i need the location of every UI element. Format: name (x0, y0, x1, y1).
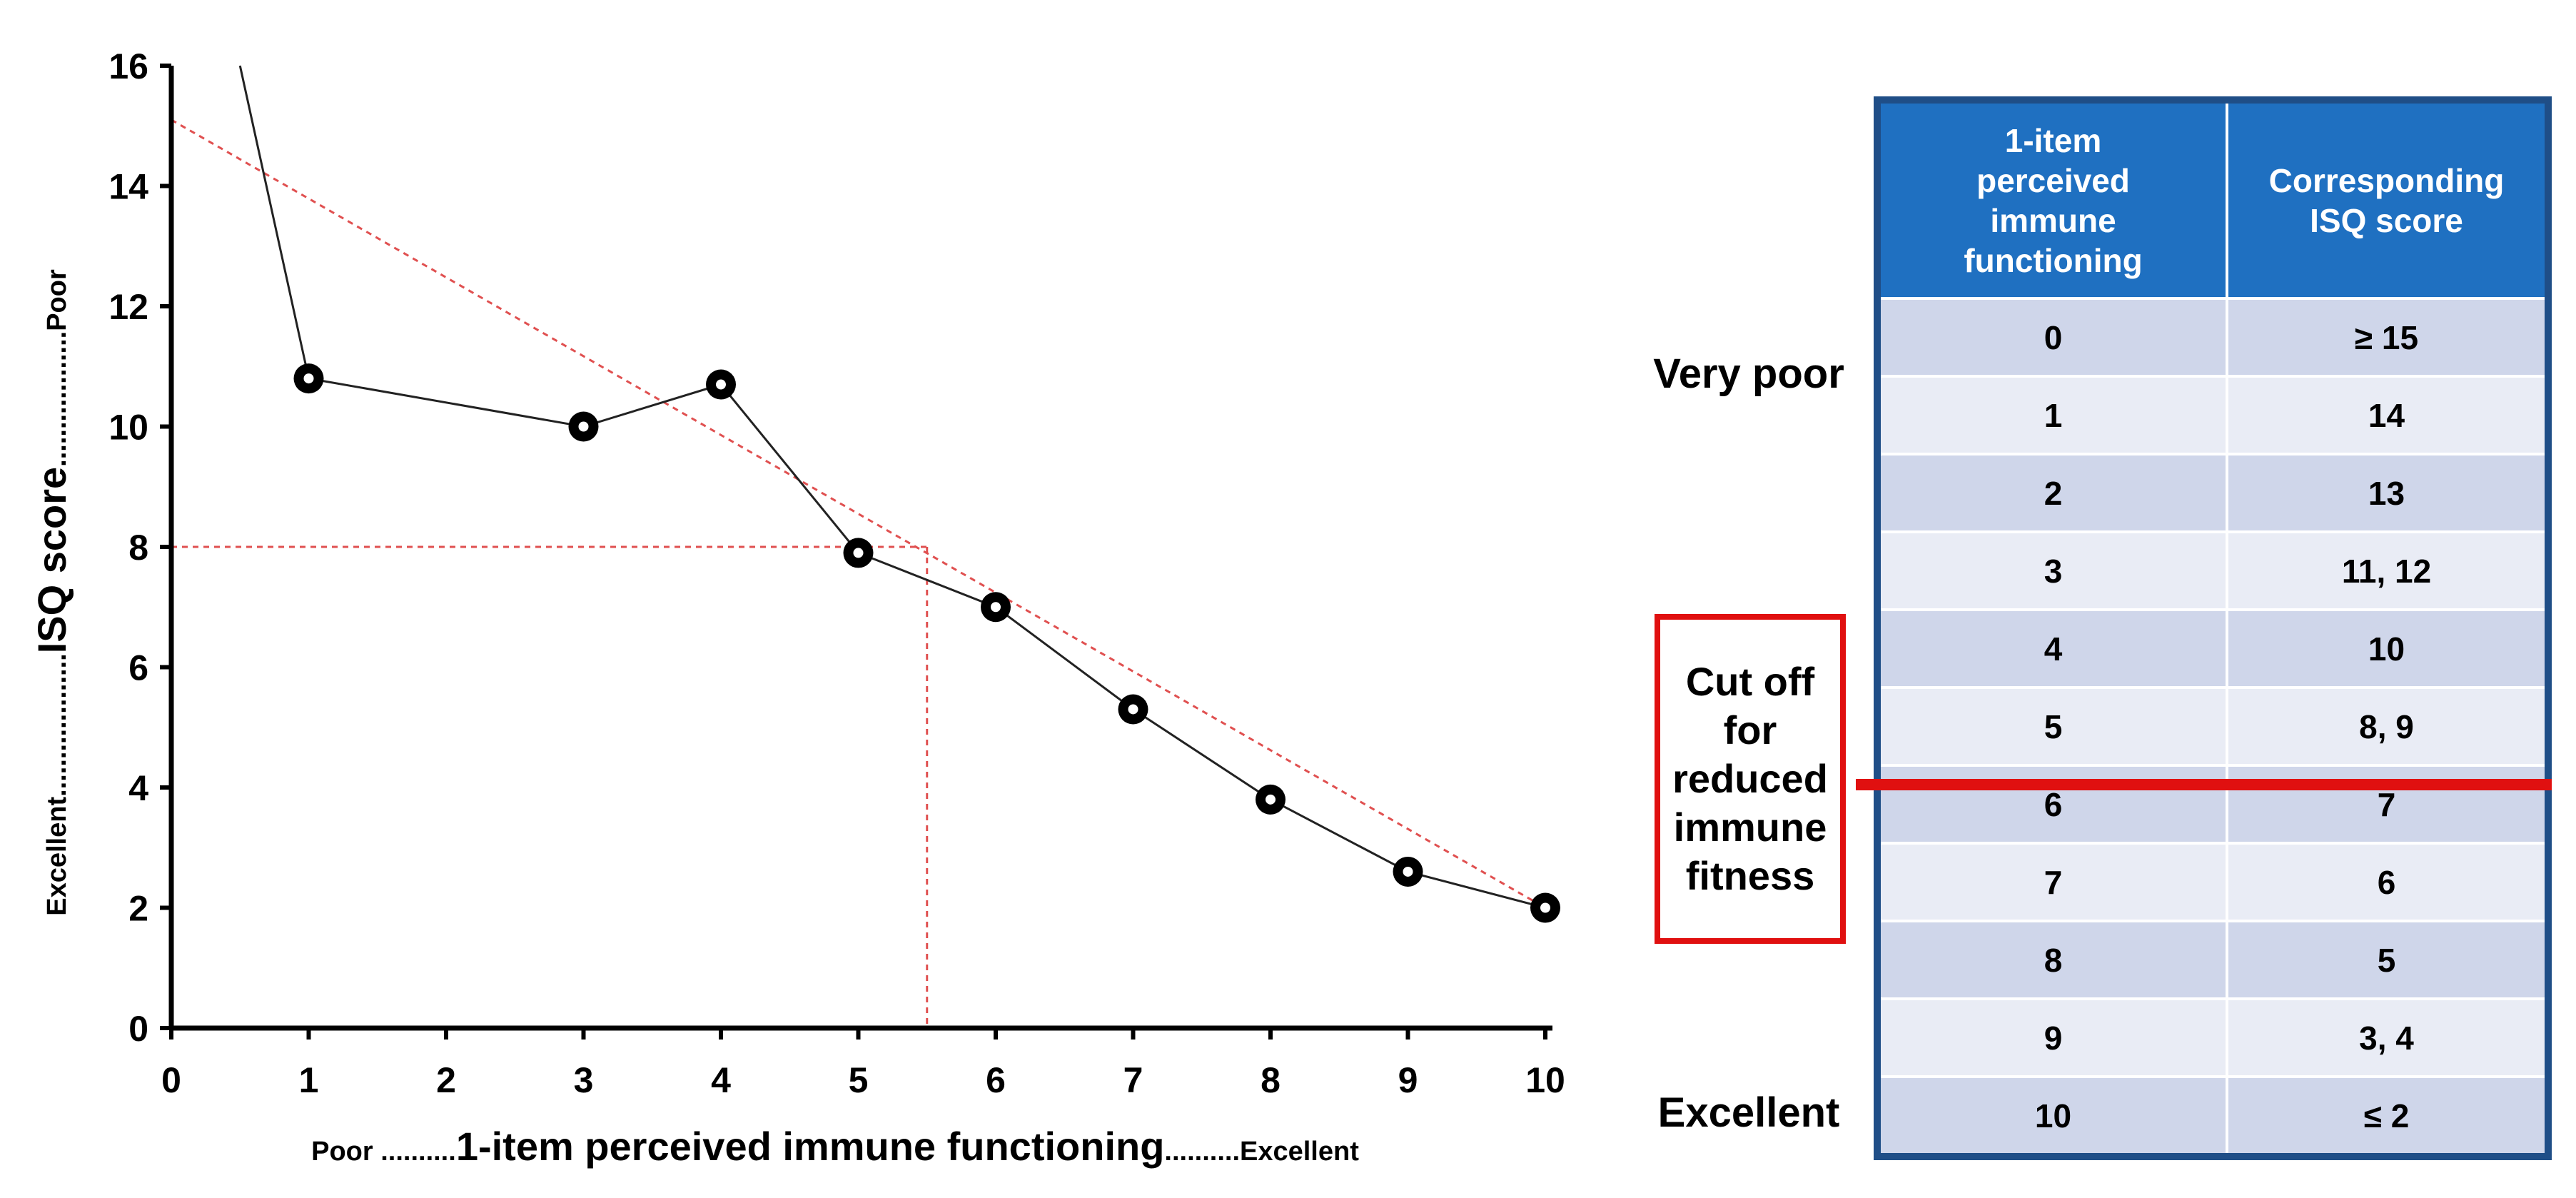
table-row: 2 13 (1877, 453, 2548, 532)
label-excellent: Excellent (1657, 1089, 1840, 1136)
data-point-center-1 (303, 373, 314, 384)
cell-isq: 14 (2227, 375, 2548, 454)
header1-line-1: 1-item (2004, 121, 2102, 159)
series-layer (238, 65, 1560, 923)
cell-functioning: 3 (1877, 530, 2228, 610)
cell-isq: 5 (2227, 920, 2548, 999)
cell-isq: 7 (2227, 764, 2548, 843)
data-point-center-6 (991, 602, 1001, 613)
table-row: 1 14 (1877, 375, 2548, 454)
x-axis-title-main: 1-item perceived immune functioning (456, 1124, 1165, 1169)
header-corresponding-isq-score: Corresponding ISQ score (2227, 100, 2548, 298)
cutoff-line-5: fitness (1685, 853, 1815, 898)
table-row: 4 10 (1877, 608, 2548, 688)
y-axis-title-bottom: Excellent................... (42, 653, 72, 915)
table-row: 0 ≥ 15 (1877, 297, 2548, 376)
y-axis-title-main: ISQ score (29, 467, 74, 653)
isq-lookup-table: 1-item perceived immune functioning Corr… (1874, 96, 2552, 1160)
x-axis-title: Poor ..........1-item perceived immune f… (311, 1124, 1359, 1169)
cell-functioning: 6 (1877, 764, 2228, 843)
cell-functioning: 2 (1877, 453, 2228, 532)
cutoff-line-4: immune (1673, 805, 1827, 850)
header1-line-3: immune (1990, 201, 2116, 239)
cell-functioning: 4 (1877, 608, 2228, 688)
header-perceived-immune-functioning: 1-item perceived immune functioning (1877, 100, 2228, 298)
data-point-center-3 (578, 421, 589, 432)
y-tick-label-4: 4 (128, 768, 148, 808)
cell-functioning: 9 (1877, 997, 2228, 1077)
cell-isq: ≤ 2 (2227, 1075, 2548, 1157)
x-tick-label-2: 2 (436, 1060, 456, 1100)
cutoff-line-1: Cut off (1685, 659, 1815, 704)
y-axis-title: Excellent...................ISQ score...… (29, 269, 74, 916)
data-point-center-4 (716, 379, 726, 390)
cell-isq: 13 (2227, 453, 2548, 532)
cell-functioning: 0 (1877, 297, 2228, 376)
data-point-center-7 (1128, 704, 1138, 715)
y-tick-label-6: 6 (128, 648, 148, 688)
cell-functioning: 7 (1877, 842, 2228, 921)
y-tick-label-12: 12 (108, 287, 148, 327)
table-row: 3 11, 12 (1877, 530, 2548, 610)
cell-functioning: 5 (1877, 686, 2228, 765)
data-point-center-5 (853, 548, 864, 558)
cell-isq: 8, 9 (2227, 686, 2548, 765)
cutoff-box: Cut off for reduced immune fitness (1655, 614, 1846, 944)
header2-line-1: Corresponding (2268, 161, 2505, 199)
header1-line-4: functioning (1964, 241, 2143, 279)
header1-line-2: perceived (1976, 161, 2130, 199)
y-tick-label-14: 14 (108, 167, 148, 207)
y-tick-label-8: 8 (128, 528, 148, 568)
x-axis-title-left: Poor .......... (311, 1137, 456, 1167)
reference-lines-layer (171, 119, 1546, 1028)
cutoff-line-3: reduced (1672, 756, 1828, 801)
data-point-center-9 (1403, 866, 1413, 877)
header2-line-2: ISQ score (2310, 201, 2463, 239)
y-tick-label-16: 16 (108, 46, 148, 86)
cell-isq: 10 (2227, 608, 2548, 688)
cell-isq: 11, 12 (2227, 530, 2548, 610)
cutoff-line-2: for (1723, 708, 1777, 752)
cell-isq: ≥ 15 (2227, 297, 2548, 376)
data-point-center-10 (1540, 902, 1550, 913)
x-tick-label-8: 8 (1261, 1060, 1281, 1100)
table-row: 5 8, 9 (1877, 686, 2548, 765)
table-header-row: 1-item perceived immune functioning Corr… (1877, 100, 2548, 298)
table-row: 9 3, 4 (1877, 997, 2548, 1077)
cell-isq: 3, 4 (2227, 997, 2548, 1077)
cell-functioning: 8 (1877, 920, 2228, 999)
cutoff-label: Cut off for reduced immune fitness (1672, 658, 1828, 900)
y-tick-label-10: 10 (108, 408, 148, 448)
y-axis-title-top: ..................Poor (42, 269, 72, 467)
x-tick-label-4: 4 (711, 1060, 731, 1100)
y-tick-label-0: 0 (128, 1009, 148, 1049)
y-tick-label-2: 2 (128, 889, 148, 929)
x-tick-label-0: 0 (161, 1060, 181, 1100)
x-tick-label-10: 10 (1525, 1060, 1565, 1100)
series-lead-in-segment (238, 65, 310, 379)
x-tick-label-5: 5 (849, 1060, 869, 1100)
x-tick-label-9: 9 (1398, 1060, 1418, 1100)
trend-line (171, 119, 1546, 909)
x-tick-label-6: 6 (986, 1060, 1006, 1100)
label-very-poor: Very poor (1653, 351, 1844, 397)
cutoff-line (1856, 779, 2552, 790)
axes-layer (160, 64, 1552, 1040)
cell-functioning: 1 (1877, 375, 2228, 454)
cell-isq: 6 (2227, 842, 2548, 921)
cell-functioning: 10 (1877, 1075, 2228, 1157)
x-tick-label-3: 3 (574, 1060, 594, 1100)
x-tick-label-1: 1 (299, 1060, 319, 1100)
x-tick-label-7: 7 (1123, 1060, 1143, 1100)
table-row: 10 ≤ 2 (1877, 1075, 2548, 1157)
data-point-center-8 (1266, 794, 1276, 805)
x-axis-title-right: ..........Excellent (1164, 1137, 1359, 1167)
